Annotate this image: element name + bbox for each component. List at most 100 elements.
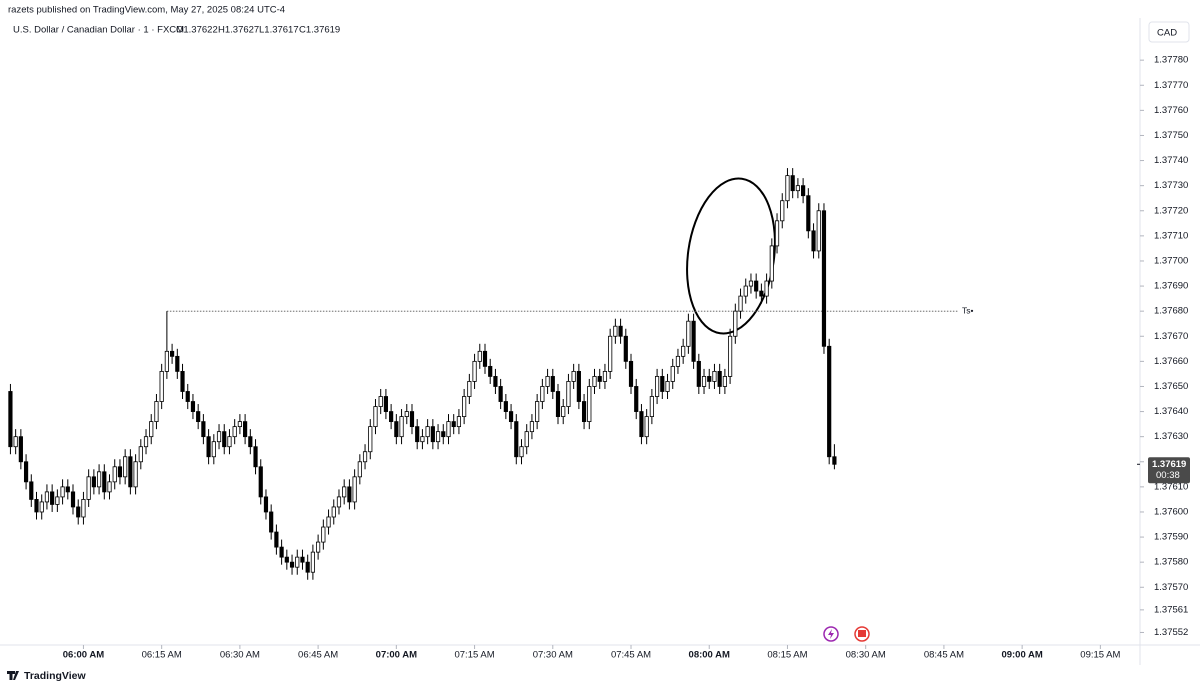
candle-body — [623, 335, 628, 362]
candle-body — [608, 335, 613, 372]
candle-body — [769, 245, 774, 282]
candle-body — [112, 466, 117, 483]
x-tick-label: 06:00 AM — [63, 650, 104, 661]
candle-body — [357, 461, 362, 478]
candle-body — [456, 416, 462, 428]
candle-body — [801, 185, 806, 197]
candle-body — [576, 371, 581, 402]
candle-body — [550, 376, 555, 392]
candle-body — [138, 446, 143, 463]
candle-body — [18, 436, 23, 463]
candle-body — [493, 376, 498, 387]
candle-body — [175, 355, 180, 372]
candle-body — [143, 436, 149, 448]
candle-body — [649, 396, 654, 417]
candle-body — [149, 421, 154, 438]
brand-logo — [7, 671, 19, 680]
candle-body — [415, 426, 420, 443]
candle-body — [555, 391, 561, 417]
horizontal-line-label: Ts• — [962, 305, 974, 315]
candle-body — [430, 426, 435, 443]
candle-body — [451, 421, 456, 428]
candle-body — [76, 506, 81, 518]
candle-body — [164, 350, 169, 372]
candle-body — [243, 421, 248, 438]
candle-body — [237, 421, 242, 428]
candle-body — [190, 401, 196, 412]
candle-body — [347, 486, 352, 503]
x-tick-label: 06:30 AM — [220, 650, 260, 661]
candle-body — [675, 355, 681, 367]
x-tick-label: 08:15 AM — [767, 650, 807, 661]
candle-body — [712, 371, 717, 382]
candle-body — [34, 499, 39, 513]
candle-body — [378, 396, 383, 407]
publisher-line: razets published on TradingView.com, May… — [8, 5, 285, 16]
event-icon-bolt — [828, 629, 834, 639]
candle-body — [23, 461, 29, 483]
candle-body — [738, 295, 743, 312]
candle-body — [514, 421, 519, 458]
ohlc-close: C1.37619 — [299, 25, 340, 36]
news-icon-flag — [858, 630, 866, 637]
candle-body — [477, 350, 482, 362]
candle-body — [717, 371, 722, 387]
candle-body — [696, 360, 701, 387]
candle-body — [644, 416, 649, 438]
candle-body — [832, 456, 837, 465]
candle-body — [602, 371, 608, 382]
y-tick-label: 1.37650 — [1154, 381, 1188, 392]
candle-body — [503, 401, 508, 412]
candle-body — [811, 230, 816, 252]
candle-body — [279, 546, 284, 558]
ohlc-high: H1.37627 — [218, 25, 259, 36]
x-tick-label: 09:00 AM — [1001, 650, 1042, 661]
candle-body — [60, 486, 65, 498]
candle-body — [274, 531, 279, 548]
candle-body — [70, 491, 76, 508]
candle-body — [316, 541, 321, 553]
candle-body — [707, 376, 712, 382]
candle-body — [331, 506, 336, 518]
y-tick-label: 1.37740 — [1154, 155, 1188, 166]
candle-body — [96, 471, 102, 488]
y-tick-label: 1.37570 — [1154, 582, 1188, 593]
candle-body — [305, 561, 310, 573]
candle-body — [764, 280, 769, 297]
y-tick-label: 1.37640 — [1154, 406, 1188, 417]
y-tick-label: 1.37660 — [1154, 356, 1188, 367]
y-tick-label: 1.37580 — [1154, 557, 1188, 568]
candle-body — [545, 376, 550, 387]
candle-body — [774, 220, 780, 247]
candle-body — [326, 516, 331, 528]
y-tick-label: 1.37730 — [1154, 180, 1188, 191]
candle-body — [258, 466, 263, 498]
candle-body — [581, 401, 587, 423]
candle-body — [524, 431, 529, 448]
candle-body — [566, 381, 571, 407]
candle-body — [540, 386, 545, 402]
plot-area: 1.37780 1.37770 1.37760 1.37750 1.37740 1.377… — [8, 55, 1190, 661]
candle-body — [263, 496, 269, 513]
candle-body — [691, 320, 696, 362]
candle-body — [310, 551, 315, 573]
candle-body — [681, 345, 686, 357]
currency-box[interactable] — [1148, 21, 1190, 43]
x-tick-label: 08:30 AM — [846, 650, 886, 661]
candle-body — [722, 376, 727, 387]
candle-body — [170, 350, 175, 357]
x-tick-label: 07:15 AM — [454, 650, 494, 661]
y-tick-label: 1.37690 — [1154, 281, 1188, 292]
x-tick-label: 07:00 AM — [376, 650, 417, 661]
candle-body — [289, 561, 295, 568]
y-tick-label: 1.37670 — [1154, 331, 1188, 342]
candle-body — [44, 491, 50, 503]
x-tick-label: 08:45 AM — [924, 650, 964, 661]
brand: TradingView — [24, 670, 86, 682]
candle-body — [535, 401, 540, 423]
candle-body — [759, 290, 764, 297]
symbol: U.S. Dollar / Canadian Dollar · 1 · FXCM — [13, 25, 184, 36]
candle-body — [201, 421, 206, 438]
candle-body — [284, 556, 289, 563]
